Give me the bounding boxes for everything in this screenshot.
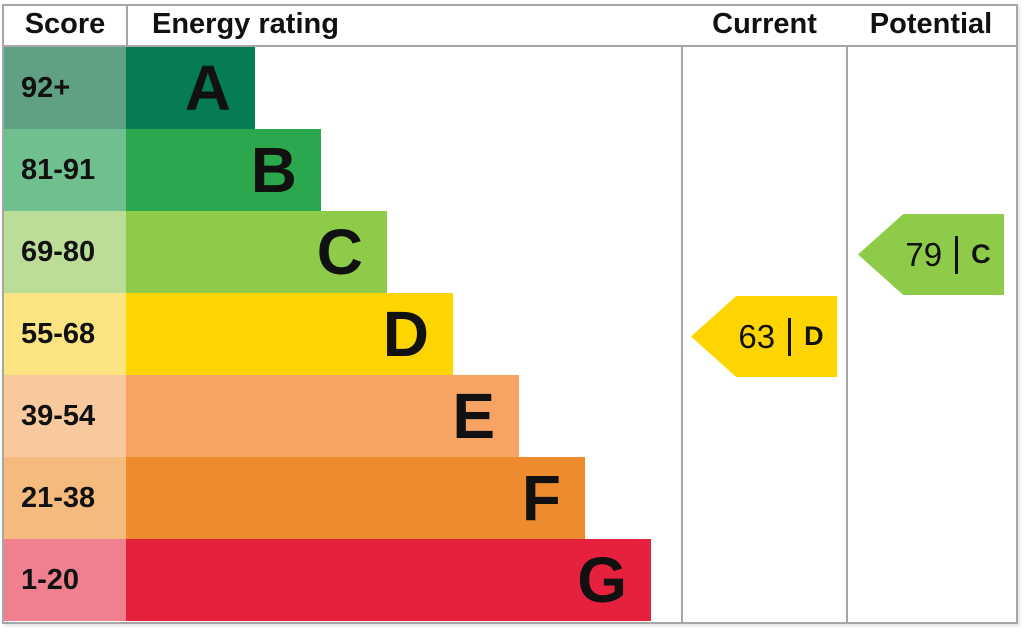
score-cell: 92+	[4, 47, 126, 129]
rating-band-row-a: 92+ A	[4, 47, 1016, 129]
rating-letter: G	[577, 544, 627, 616]
rating-band-row-d: 55-68 D	[4, 293, 1016, 375]
rating-letter: A	[184, 52, 231, 124]
rating-letter: F	[521, 462, 561, 534]
chart-header: Score Energy rating Current Potential	[4, 6, 1016, 47]
rating-band-row-f: 21-38 F	[4, 457, 1016, 539]
rating-letter: D	[382, 298, 429, 370]
score-cell: 81-91	[4, 129, 126, 211]
score-cell: 21-38	[4, 457, 126, 539]
score-cell: 55-68	[4, 293, 126, 375]
score-cell: 1-20	[4, 539, 126, 621]
rating-bar: E	[126, 375, 519, 457]
current-rating-band-letter: D	[804, 321, 824, 351]
bands: 92+ A 81-91 B 69-80 C 55-68 D 39-54 E 21-38 F 1-20 G	[4, 47, 1016, 622]
rating-band-row-b: 81-91 B	[4, 129, 1016, 211]
rating-band-row-c: 69-80 C	[4, 211, 1016, 293]
rating-bar: F	[126, 457, 585, 539]
score-column-header: Score	[4, 6, 128, 45]
rating-bar: A	[126, 47, 255, 129]
potential-rating-band-letter: C	[971, 239, 991, 269]
rating-letter: B	[250, 134, 297, 206]
rating-band-row-g: 1-20 G	[4, 539, 1016, 621]
score-cell: 39-54	[4, 375, 126, 457]
rating-bar: B	[126, 129, 321, 211]
current-column-divider	[681, 6, 683, 622]
potential-rating-value: 79	[905, 235, 943, 273]
potential-column-divider	[846, 6, 848, 622]
rating-band-row-e: 39-54 E	[4, 375, 1016, 457]
current-arrow-separator	[788, 317, 792, 356]
rating-bar: C	[126, 211, 387, 293]
rating-bar: G	[126, 539, 651, 621]
score-cell: 69-80	[4, 211, 126, 293]
current-column-header: Current	[712, 8, 817, 40]
rating-letter: E	[452, 380, 495, 452]
energy-rating-column-header: Energy rating	[152, 8, 339, 40]
chart-frame: Score Energy rating Current Potential 92…	[2, 4, 1018, 624]
rating-bar: D	[126, 293, 453, 375]
potential-arrow-separator	[955, 235, 959, 274]
potential-column-header: Potential	[869, 8, 993, 40]
rating-letter: C	[316, 216, 363, 288]
current-rating-value: 63	[738, 317, 776, 355]
